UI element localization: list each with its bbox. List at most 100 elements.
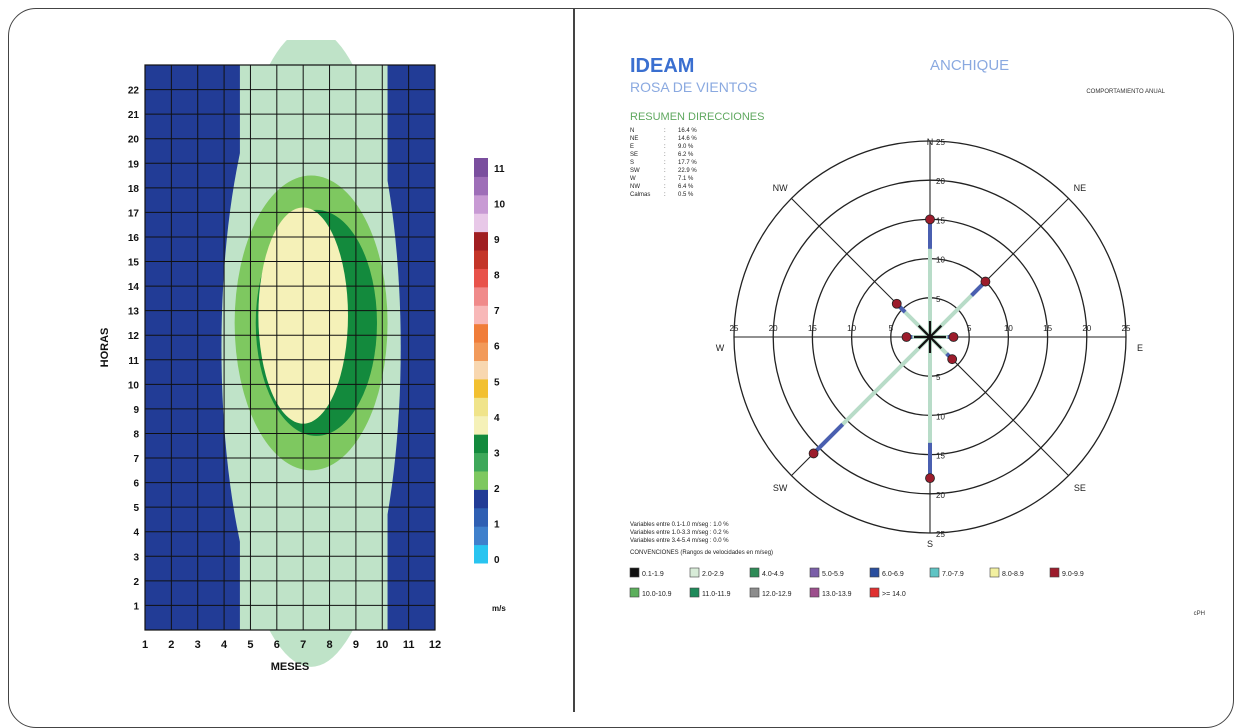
header-subtitle: ROSA DE VIENTOS — [630, 79, 757, 95]
legend-swatch — [1049, 567, 1060, 578]
x-tick-label: 4 — [221, 639, 228, 651]
x-tick-label: 3 — [195, 639, 201, 651]
colorbar-swatch — [474, 360, 488, 380]
bar-end-NE — [980, 276, 991, 287]
legend-label: >= 14.0 — [882, 591, 906, 598]
ring-label-s: 20 — [936, 491, 945, 500]
direction-label-S: S — [927, 539, 933, 549]
summary-sep: : — [664, 192, 666, 198]
summary-dir: NW — [630, 184, 640, 190]
bar-end-W — [901, 332, 912, 342]
legend-label: 12.0-12.9 — [762, 591, 792, 598]
summary-dir: W — [630, 176, 636, 182]
summary-pct: 7.1 % — [678, 176, 694, 182]
summary-sep: : — [664, 168, 666, 174]
colorbar-swatch — [474, 268, 488, 288]
direction-label-N: N — [927, 137, 934, 147]
colorbar-tick-label: 10 — [494, 200, 506, 211]
bar-end-NW — [891, 298, 902, 309]
colorbar-tick-label: 11 — [494, 164, 505, 175]
summary-pct: 9.0 % — [678, 144, 694, 150]
summary-sep: : — [664, 176, 666, 182]
legend-label: 6.0-6.9 — [882, 571, 904, 578]
footer-mark: cPH — [1194, 611, 1205, 617]
legend-swatch — [809, 587, 820, 598]
legend-swatch — [689, 567, 700, 578]
x-tick-label: 1 — [142, 639, 148, 651]
colorbar-swatch — [474, 544, 488, 564]
ring-label-w: 20 — [769, 324, 778, 333]
bar-end-S — [925, 473, 935, 484]
ring-label-s: 5 — [936, 373, 941, 382]
colorbar-tick-label: 4 — [494, 413, 500, 424]
x-tick-label: 10 — [376, 639, 388, 651]
direction-label-NE: NE — [1074, 183, 1087, 193]
colorbar-tick-label: 0 — [494, 555, 500, 566]
variables-line: Variables entre 1.0-3.3 m/seg : 0.2 % — [630, 530, 729, 536]
colorbar-swatch — [474, 434, 488, 454]
ring-label-e: 15 — [1043, 324, 1052, 333]
ring-label-s: 10 — [936, 412, 945, 421]
ring-label-s: 25 — [936, 530, 945, 539]
colorbar-tick-label: 1 — [494, 519, 500, 530]
colorbar-tick-label: 3 — [494, 448, 500, 459]
y-tick-label: 18 — [128, 184, 140, 195]
bar-end-SE — [947, 354, 958, 365]
summary-sep: : — [664, 152, 666, 158]
legend-label: 8.0-8.9 — [1002, 571, 1024, 578]
colorbar-tick-label: 5 — [494, 377, 500, 388]
y-tick-label: 16 — [128, 233, 140, 244]
calm-spoke — [917, 336, 931, 350]
legend-label: 4.0-4.9 — [762, 571, 784, 578]
y-axis-label: HORAS — [99, 328, 111, 368]
summary-pct: 6.4 % — [678, 184, 694, 190]
colorbar-swatch — [474, 231, 488, 251]
hourly-speed-heatmap: 1 2 3 4 5 6 7 8 9 10 11 121234567891011121314151617… — [99, 40, 506, 673]
direction-label-SE: SE — [1074, 483, 1086, 493]
summary-pct: 0.5 % — [678, 192, 694, 198]
y-tick-label: 11 — [128, 356, 139, 367]
colorbar-swatch — [474, 305, 488, 325]
legend-swatch — [689, 587, 700, 598]
legend-swatch — [989, 567, 1000, 578]
variables-line: Variables entre 0.1-1.0 m/seg : 1.0 % — [630, 522, 729, 528]
legend-label: 9.0-9.9 — [1062, 571, 1084, 578]
legend-swatch — [929, 567, 940, 578]
summary-sep: : — [664, 128, 666, 134]
legend-label: 2.0-2.9 — [702, 571, 724, 578]
ring-label-w: 25 — [730, 324, 739, 333]
ring-label-e: 25 — [1122, 324, 1131, 333]
legend-swatch — [629, 587, 640, 598]
summary-dir: Calmas — [630, 192, 650, 198]
ring-label-e: 10 — [1004, 324, 1013, 333]
y-tick-label: 8 — [133, 429, 139, 440]
direction-label-W: W — [716, 343, 725, 353]
ring-label-w: 15 — [808, 324, 817, 333]
legend-swatch — [809, 567, 820, 578]
colorbar-swatch — [474, 286, 488, 306]
calm-spoke — [917, 324, 931, 338]
legend-label: 13.0-13.9 — [822, 591, 852, 598]
summary-pct: 14.6 % — [678, 136, 697, 142]
summary-pct: 17.7 % — [678, 160, 697, 166]
ring-label-n: 20 — [936, 177, 945, 186]
bar-end-SW — [808, 448, 819, 459]
colorbar-swatch — [474, 176, 488, 196]
x-tick-label: 11 — [403, 639, 415, 651]
colorbar-swatch — [474, 213, 488, 233]
x-tick-label: 5 — [247, 639, 253, 651]
y-tick-label: 12 — [128, 331, 140, 342]
y-tick-label: 14 — [128, 282, 140, 293]
colorbar-swatch — [474, 397, 488, 417]
ring-label-n: 25 — [936, 138, 945, 147]
x-tick-label: 9 — [353, 639, 359, 651]
bar-end-N — [925, 214, 935, 225]
x-tick-label: 7 — [300, 639, 306, 651]
legend-label: 10.0-10.9 — [642, 591, 672, 598]
conventions-title: CONVENCIONES (Rangos de velocidades en m… — [630, 550, 773, 556]
legend-swatch — [749, 587, 760, 598]
y-tick-label: 15 — [128, 258, 140, 269]
ring-label-n: 15 — [936, 216, 945, 225]
x-tick-label: 12 — [429, 639, 441, 651]
variables-line: Variables entre 3.4-5.4 m/seg : 0.0 % — [630, 538, 729, 544]
